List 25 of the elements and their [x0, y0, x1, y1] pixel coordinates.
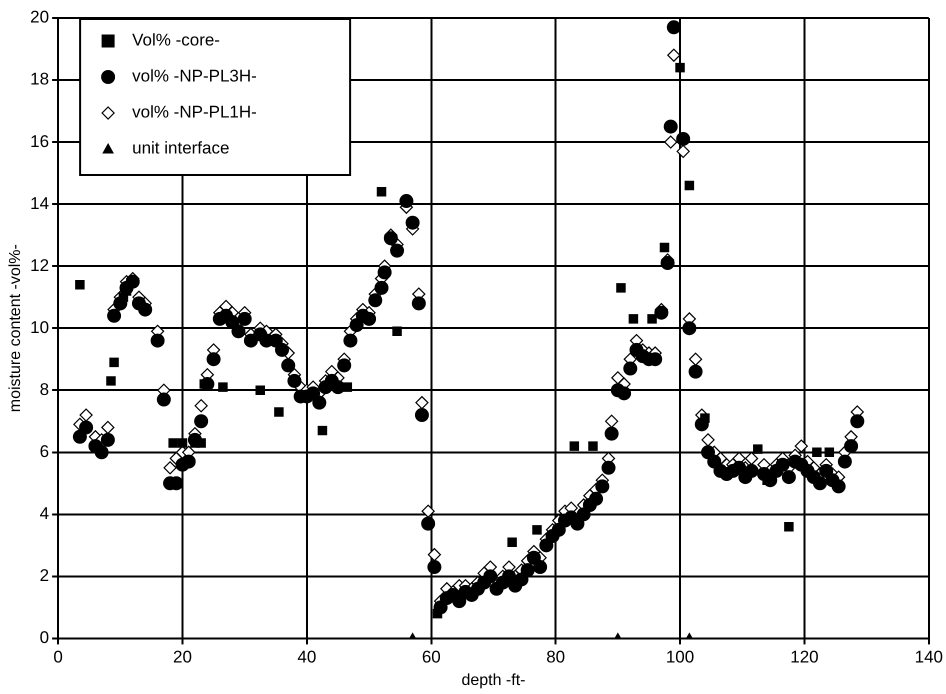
- y-tick-label: 14: [30, 194, 50, 213]
- y-tick-label: 4: [40, 504, 50, 524]
- y-tick-label: 2: [40, 566, 50, 586]
- x-axis-title: depth -ft-: [461, 672, 526, 689]
- y-tick-label: 10: [30, 318, 50, 337]
- y-tick-label: 8: [40, 380, 50, 399]
- y-tick-label: 6: [40, 442, 50, 461]
- y-tick-label: 0: [40, 628, 50, 648]
- y-axis-title: moisture content -vol%-: [7, 244, 24, 412]
- legend-label: vol% -NP-PL3H-: [132, 66, 257, 86]
- y-tick-label: 20: [30, 8, 50, 27]
- x-tick-label: 0: [53, 647, 63, 666]
- y-tick-label: 12: [30, 256, 50, 275]
- x-tick-label: 80: [546, 647, 566, 666]
- x-tick-label: 60: [422, 647, 441, 666]
- x-tick-label: 140: [914, 647, 944, 666]
- legend-label: unit interface: [132, 138, 230, 158]
- x-tick-label: 100: [666, 647, 694, 666]
- y-tick-label: 18: [30, 70, 50, 89]
- x-tick-label: 120: [790, 647, 819, 666]
- x-tick-label: 40: [297, 647, 316, 666]
- legend-label: Vol% -core-: [132, 30, 220, 50]
- y-tick-label: 16: [30, 132, 50, 151]
- legend-label: vol% -NP-PL1H-: [132, 102, 257, 122]
- x-tick-label: 20: [173, 647, 192, 666]
